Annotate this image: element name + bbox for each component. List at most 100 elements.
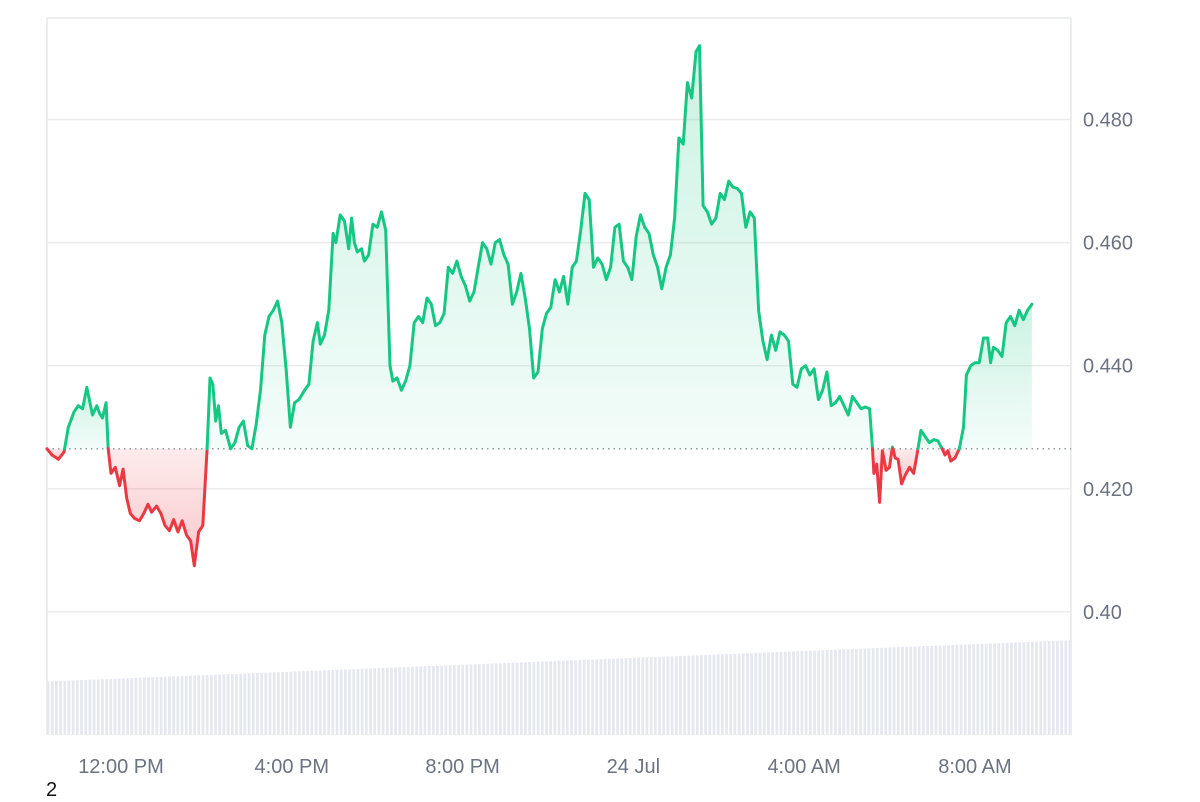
volume-bar bbox=[708, 654, 712, 735]
volume-bar bbox=[168, 676, 171, 735]
volume-bar bbox=[193, 675, 196, 735]
volume-bar bbox=[716, 654, 720, 735]
volume-bar bbox=[817, 650, 821, 735]
volume-bar bbox=[628, 657, 632, 735]
x-tick-label: 4:00 PM bbox=[255, 756, 329, 778]
volume-bar bbox=[1026, 641, 1030, 735]
volume-bar bbox=[515, 662, 519, 735]
x-tick-label: 8:00 PM bbox=[425, 756, 499, 778]
volume-bar bbox=[875, 648, 879, 735]
volume-bar bbox=[800, 651, 804, 735]
volume-bar bbox=[959, 644, 963, 735]
volume-bar bbox=[327, 670, 331, 735]
volume-bar bbox=[536, 661, 540, 735]
volume-bar bbox=[201, 675, 205, 735]
volume-bar bbox=[1005, 642, 1009, 735]
volume-bar bbox=[63, 680, 67, 735]
volume-bar bbox=[406, 666, 410, 735]
volume-bar bbox=[846, 649, 850, 735]
volume-bar bbox=[377, 668, 381, 735]
volume-bar bbox=[385, 667, 389, 735]
volume-bar bbox=[1030, 641, 1034, 735]
volume-bar bbox=[440, 665, 444, 735]
volume-bar bbox=[754, 652, 758, 735]
volume-bar bbox=[184, 675, 188, 735]
volume-bar bbox=[180, 676, 184, 735]
volume-bar bbox=[498, 663, 502, 735]
volume-bar bbox=[503, 663, 506, 735]
volume-bar bbox=[172, 676, 176, 735]
y-tick-label: 0.420 bbox=[1083, 479, 1133, 501]
volume-bar bbox=[591, 659, 594, 735]
volume-bar bbox=[997, 643, 1001, 735]
volume-bar bbox=[1022, 642, 1026, 735]
volume-bar bbox=[691, 655, 695, 735]
volume-bar bbox=[733, 653, 737, 735]
volume-bar bbox=[984, 643, 988, 735]
volume-bar bbox=[607, 658, 611, 735]
volume-bar bbox=[46, 681, 50, 735]
volume-bar bbox=[620, 658, 624, 735]
volume-bar bbox=[109, 678, 113, 735]
volume-bar bbox=[461, 664, 465, 735]
volume-bar bbox=[482, 663, 486, 735]
volume-bar bbox=[394, 667, 398, 735]
volume-bar bbox=[808, 650, 812, 735]
volume-bar bbox=[276, 672, 280, 735]
volume-bar bbox=[863, 648, 867, 735]
volume-bar bbox=[465, 664, 469, 735]
volume-bar bbox=[934, 645, 938, 735]
volume-bar bbox=[285, 671, 289, 735]
volume-bar bbox=[364, 668, 368, 735]
volume-bar bbox=[787, 651, 791, 735]
volume-bar bbox=[331, 669, 335, 735]
volume-bar bbox=[469, 664, 473, 735]
volume-bar bbox=[310, 670, 314, 735]
volume-bar bbox=[666, 656, 670, 735]
volume-bar bbox=[96, 679, 100, 735]
volume-bar bbox=[645, 657, 649, 735]
volume-bar bbox=[113, 678, 117, 735]
volume-bar bbox=[197, 675, 201, 735]
volume-bar bbox=[892, 647, 896, 735]
volume-bar bbox=[457, 664, 460, 735]
volume-bar bbox=[155, 677, 159, 735]
volume-bar bbox=[637, 657, 640, 735]
volume-bar bbox=[306, 670, 310, 735]
volume-bar bbox=[653, 656, 657, 735]
volume-bar bbox=[360, 668, 364, 735]
volume-bar bbox=[850, 649, 854, 735]
volume-bar bbox=[565, 660, 569, 735]
volume-bar bbox=[50, 681, 54, 735]
volume-bar bbox=[712, 654, 716, 735]
volume-bar bbox=[624, 658, 628, 735]
volume-bar bbox=[989, 643, 992, 735]
volume-bar bbox=[163, 676, 167, 735]
volume-bar bbox=[775, 652, 779, 735]
volume-bar bbox=[922, 646, 925, 735]
volume-bar bbox=[641, 657, 645, 735]
volume-bar bbox=[260, 672, 264, 735]
volume-bar bbox=[117, 678, 121, 735]
volume-bar bbox=[821, 650, 825, 735]
volume-bar bbox=[1039, 641, 1043, 735]
volume-bar bbox=[230, 674, 234, 735]
volume-bar bbox=[729, 653, 733, 735]
volume-bar bbox=[813, 650, 816, 735]
volume-bar bbox=[151, 677, 155, 735]
volume-bar bbox=[494, 663, 498, 735]
volume-bar bbox=[632, 657, 636, 735]
volume-bar bbox=[532, 661, 536, 735]
volume-bar bbox=[762, 652, 766, 735]
volume-bar bbox=[486, 663, 490, 735]
volume-bar bbox=[884, 647, 888, 735]
volume-bar bbox=[968, 644, 971, 735]
volume-bar bbox=[796, 651, 800, 735]
volume-bar bbox=[951, 644, 955, 735]
volume-bar bbox=[553, 661, 557, 735]
area-fill-below-baseline bbox=[872, 448, 893, 503]
price-line-below-baseline bbox=[45, 447, 67, 461]
volume-bar bbox=[1064, 640, 1068, 735]
volume-bar bbox=[783, 651, 787, 735]
